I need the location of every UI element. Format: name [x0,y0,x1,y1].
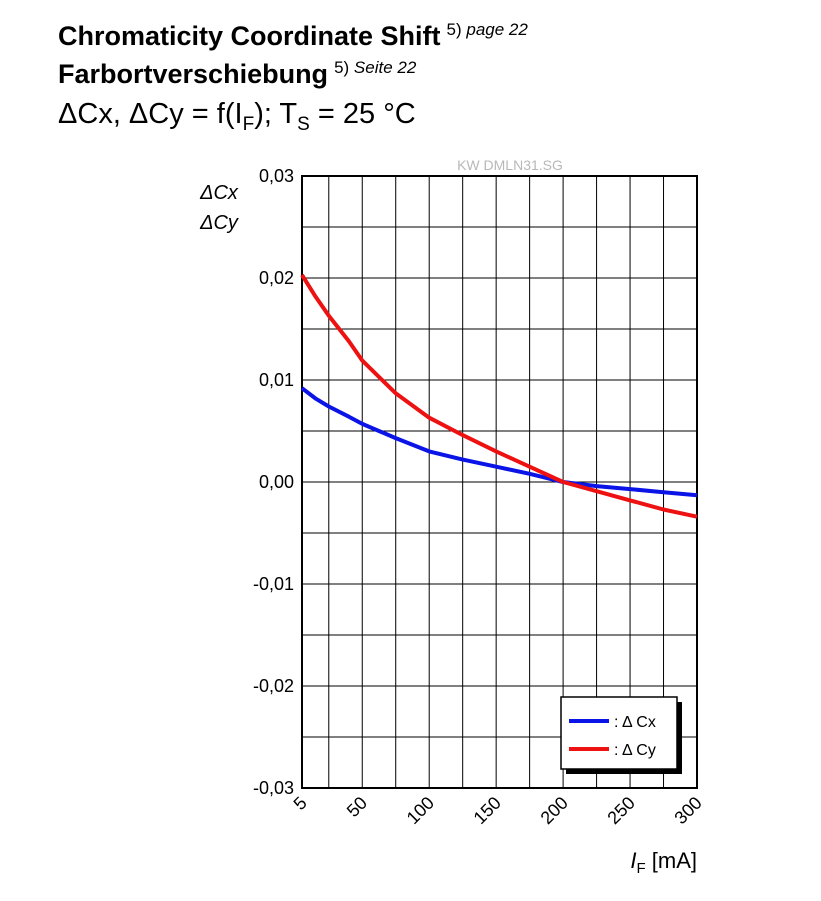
title-english-footnote: 5) page 22 [447,20,528,39]
title-german-footnote: 5) Seite 22 [334,58,416,77]
legend-box [560,696,678,770]
legend-label-dcx: : Δ Cx [614,714,656,731]
footnote-number: 5) [334,58,350,77]
y-tick-label: 0,01 [259,370,294,390]
y-tick-label: 0,00 [259,472,294,492]
y-tick-label: 0,02 [259,268,294,288]
legend-label-dcy: : Δ Cy [614,742,656,759]
formula-subscript-f: F [242,113,255,135]
x-tick-label: 5 [290,793,311,814]
plot-frame [301,175,698,789]
x-axis-label-subscript: F [636,860,645,877]
grid [302,176,697,788]
formula-prefix: ΔCx, ΔCy = f(I [58,98,243,130]
title-english: Chromaticity Coordinate Shift 5) page 22 [58,20,528,52]
title-german: Farbortverschiebung 5) Seite 22 [58,58,416,90]
y-tick-label: -0,01 [253,574,294,594]
x-tick-label: 300 [670,793,705,828]
formula-mid: ); T [254,98,298,130]
series-line-dcy [300,273,698,519]
x-tick-labels: 5 50 100 150 200 250 300 [290,793,706,828]
x-tick-label: 50 [343,793,371,821]
formula-line: ΔCx, ΔCy = f(IF); TS = 25 °C [58,98,416,136]
series-group [300,273,698,519]
series-line-dcx [300,386,698,498]
x-axis-label-symbol: I [630,848,636,873]
y-tick-label: -0,02 [253,676,294,696]
x-tick-label: 200 [537,793,572,828]
footnote-text: Seite 22 [353,58,417,77]
x-tick-label: 250 [603,793,638,828]
title-german-text: Farbortverschiebung [58,59,329,89]
title-english-text: Chromaticity Coordinate Shift [58,21,441,51]
y-tick-label: 0,03 [259,166,294,186]
y-axis-label-line: ΔCy [199,212,239,234]
y-axis-label: ΔCx ΔCy [199,182,239,234]
formula-suffix: = 25 °C [309,98,416,130]
x-tick-label: 100 [403,793,438,828]
x-axis-label-unit: [mA] [646,848,697,873]
y-tick-labels: 0,03 0,02 0,01 0,00 -0,01 -0,02 -0,03 [253,166,294,798]
legend: : Δ Cx : Δ Cy [560,696,682,774]
footnote-number: 5) [446,20,462,39]
watermark: KW DMLN31.SG [457,157,563,173]
footnote-text: page 22 [466,20,528,39]
y-axis-label-line: ΔCx [199,182,239,204]
x-axis-label: IF [mA] [630,848,697,877]
x-tick-label: 150 [470,793,505,828]
y-tick-label: -0,03 [253,778,294,798]
formula-subscript-s: S [297,113,310,135]
